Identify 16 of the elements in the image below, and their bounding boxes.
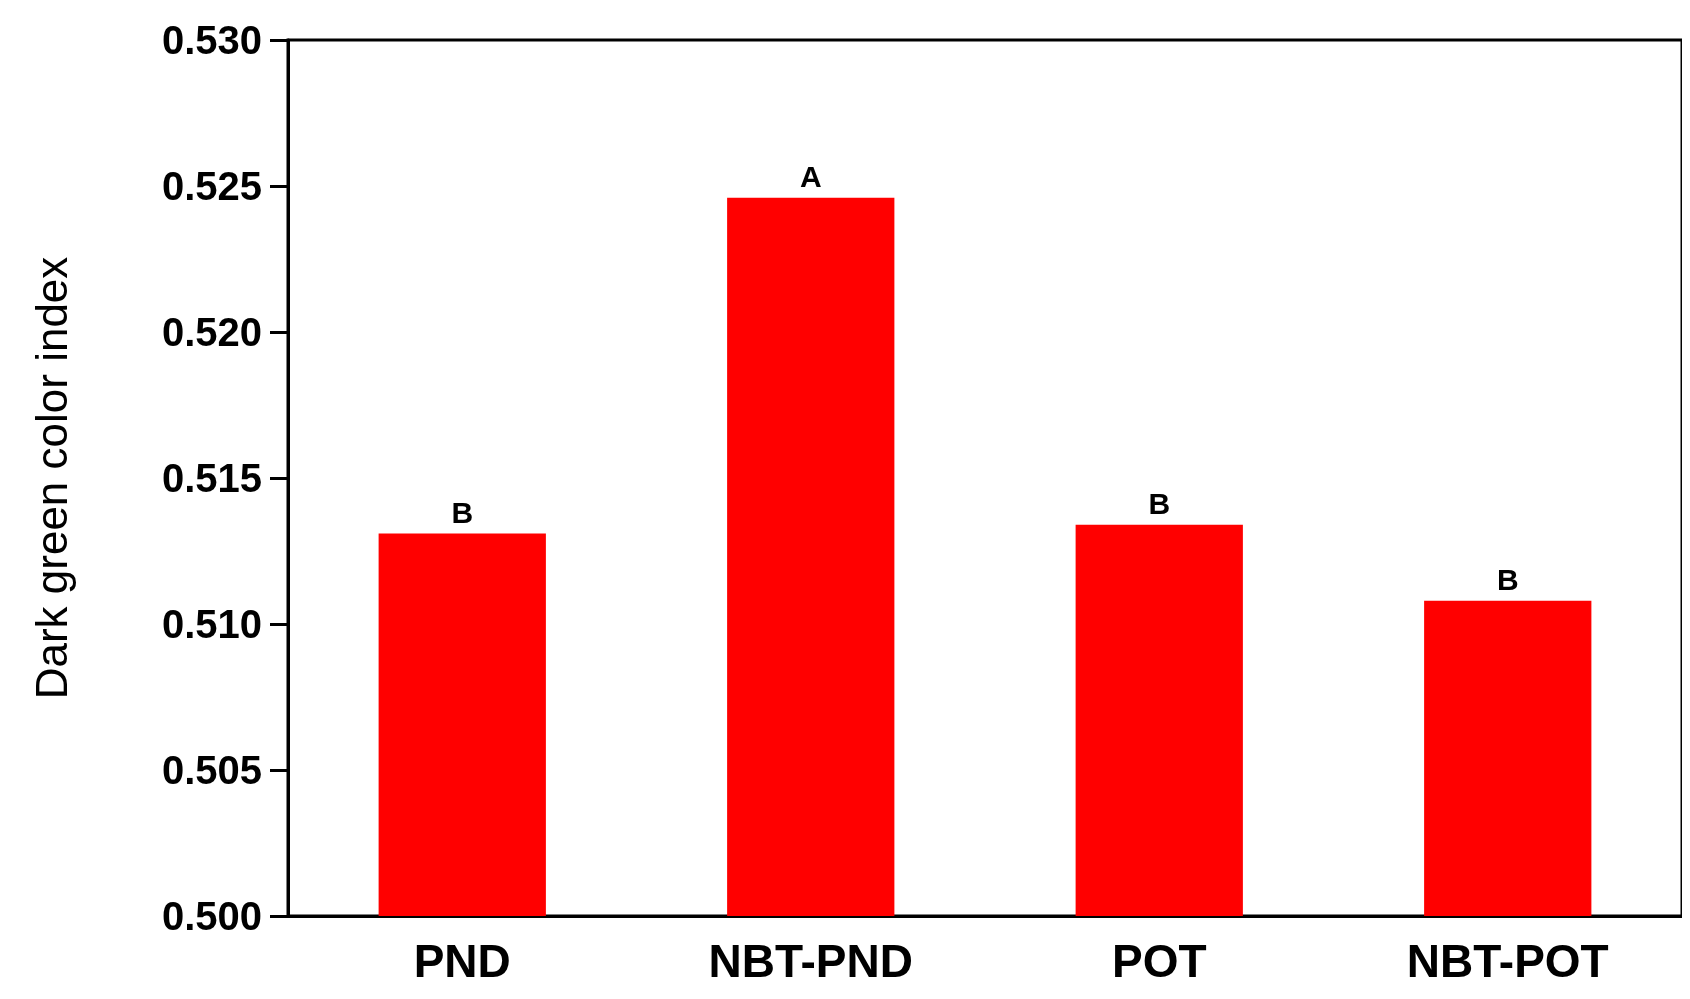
annotation: A — [799, 160, 822, 194]
annotation: B — [451, 495, 474, 529]
y-tick-label: 0.520 — [161, 310, 262, 354]
y-tick-label: 0.500 — [161, 894, 262, 938]
y-tick-label: 0.505 — [161, 748, 262, 792]
y-tick-label: 0.515 — [161, 456, 262, 500]
x-tick-label: POT — [1111, 935, 1207, 987]
x-tick-label: NBT-PND — [708, 935, 913, 987]
y-tick-label: 0.530 — [161, 18, 262, 62]
y-tick-label: 0.525 — [161, 164, 262, 208]
annotation: B — [1496, 563, 1519, 597]
x-tick-label: NBT-POT — [1406, 935, 1609, 987]
y-tick-label: 0.510 — [161, 602, 262, 646]
y-axis-title: Dark green color index — [26, 256, 76, 700]
x-tick-label: PND — [413, 935, 511, 987]
annotation: B — [1148, 487, 1171, 521]
